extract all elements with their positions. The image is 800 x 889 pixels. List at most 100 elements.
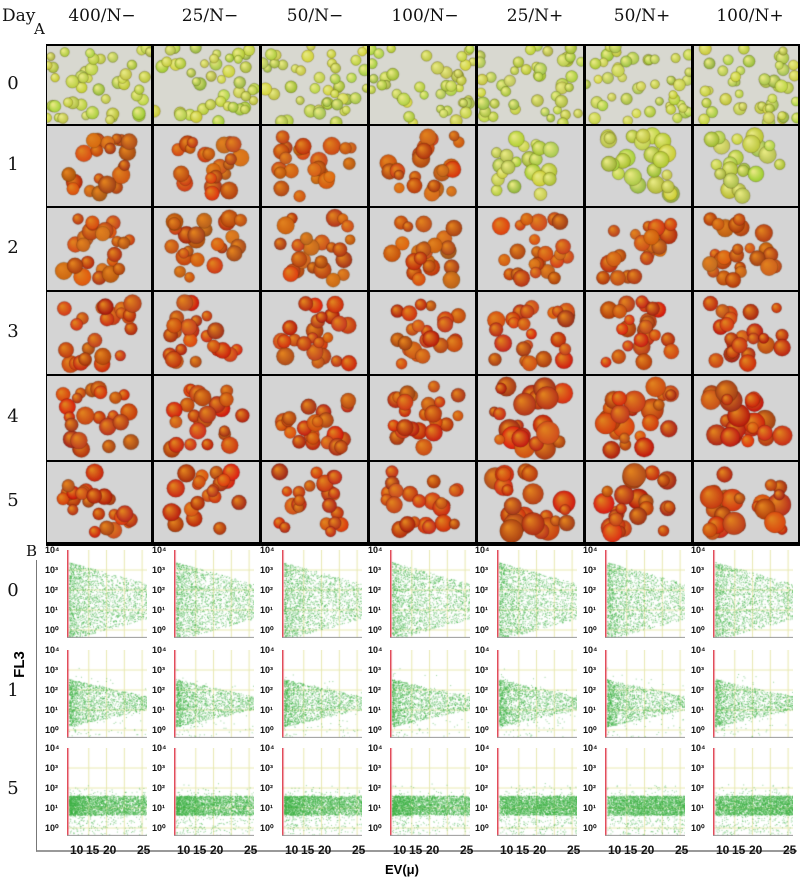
x-tick-label: 25	[675, 843, 689, 857]
y-tick-label: 10¹	[152, 705, 166, 715]
y-tick-label: 10⁴	[260, 743, 275, 753]
day-header: Day	[2, 6, 36, 26]
panel-a-label: A	[34, 20, 45, 38]
scatter-plot	[497, 748, 577, 836]
y-tick-label: 10²	[583, 685, 597, 695]
row-label-day: 2	[7, 237, 19, 258]
scatter-plot	[390, 748, 470, 836]
scatter-plot	[282, 550, 362, 638]
y-tick-label: 10³	[368, 565, 382, 575]
micrograph	[370, 208, 475, 290]
y-tick-label: 10¹	[45, 705, 59, 715]
y-tick-label: 10⁴	[475, 545, 490, 555]
y-tick-label: 10¹	[691, 803, 705, 813]
x-tick-label: 20	[749, 843, 763, 857]
micrograph	[370, 462, 475, 542]
micrograph	[586, 462, 691, 542]
y-tick-label: 10¹	[368, 705, 382, 715]
y-tick-label: 10¹	[368, 803, 382, 813]
scatter-plot	[605, 550, 685, 638]
y-tick-label: 10³	[45, 565, 59, 575]
y-tick-label: 10³	[475, 565, 489, 575]
micrograph	[694, 376, 798, 460]
y-tick-label: 10²	[45, 685, 59, 695]
y-tick-label: 10⁰	[475, 625, 489, 635]
y-tick-label: 10²	[45, 783, 59, 793]
row-label-day: 1	[7, 154, 19, 175]
micrograph	[370, 126, 475, 206]
y-tick-label: 10³	[45, 763, 59, 773]
y-tick-label: 10¹	[475, 803, 489, 813]
micrograph	[694, 46, 798, 124]
y-tick-label: 10¹	[475, 705, 489, 715]
y-tick-label: 10⁴	[691, 545, 706, 555]
y-tick-label: 10⁰	[152, 625, 166, 635]
micrograph	[694, 208, 798, 290]
x-tick-label: 25	[244, 843, 258, 857]
y-tick-label: 10²	[475, 685, 489, 695]
y-tick-label: 10⁴	[583, 645, 598, 655]
panel-b-label: B	[26, 542, 38, 560]
y-tick-label: 10³	[583, 665, 597, 675]
y-tick-label: 10¹	[260, 605, 274, 615]
y-tick-label: 10⁰	[152, 725, 166, 735]
y-tick-label: 10⁴	[260, 545, 275, 555]
y-tick-label: 10¹	[45, 605, 59, 615]
panel-b-frame	[36, 560, 797, 852]
y-tick-label: 10²	[260, 685, 274, 695]
x-tick-label: 15	[732, 843, 746, 857]
row-label-day: 3	[7, 321, 19, 342]
micrograph	[262, 46, 367, 124]
y-tick-label: 10²	[368, 585, 382, 595]
micrograph	[47, 462, 151, 542]
scatter-plot	[282, 748, 362, 836]
y-tick-label: 10²	[152, 685, 166, 695]
micrograph	[154, 208, 259, 290]
y-tick-label: 10⁰	[368, 823, 382, 833]
micrograph	[478, 126, 583, 206]
y-tick-label: 10⁰	[475, 725, 489, 735]
y-tick-label: 10²	[691, 685, 705, 695]
y-tick-label: 10²	[475, 783, 489, 793]
y-tick-label: 10²	[368, 783, 382, 793]
scatter-plot	[174, 650, 254, 738]
y-tick-label: 10³	[260, 763, 274, 773]
scatter-plot	[713, 650, 793, 738]
scatter-plot	[67, 650, 147, 738]
y-tick-label: 10¹	[152, 605, 166, 615]
x-tick-label: 15	[301, 843, 315, 857]
x-tick-label: 25	[567, 843, 581, 857]
y-tick-label: 10²	[152, 585, 166, 595]
micrograph	[262, 292, 367, 374]
y-tick-label: 10⁴	[152, 645, 167, 655]
row-label-day: 0	[7, 73, 19, 94]
y-tick-label: 10⁴	[368, 545, 383, 555]
micrograph	[478, 376, 583, 460]
micrograph	[154, 126, 259, 206]
column-header: 50/N+	[613, 6, 671, 26]
y-tick-label: 10⁴	[152, 545, 167, 555]
y-tick-label: 10⁴	[475, 645, 490, 655]
column-header: 50/N−	[286, 6, 344, 26]
y-tick-label: 10⁴	[152, 743, 167, 753]
x-tick-label: 20	[318, 843, 332, 857]
y-tick-label: 10¹	[691, 705, 705, 715]
x-tick-label: 10	[500, 843, 514, 857]
x-tick-label: 25	[783, 843, 797, 857]
y-tick-label: 10³	[691, 565, 705, 575]
micrograph	[47, 376, 151, 460]
column-header: 25/N−	[181, 6, 239, 26]
x-tick-label: 10	[177, 843, 191, 857]
y-tick-label: 10²	[475, 585, 489, 595]
y-tick-label: 10⁴	[583, 743, 598, 753]
x-tick-label: 20	[641, 843, 655, 857]
micrograph	[694, 462, 798, 542]
y-tick-label: 10³	[583, 763, 597, 773]
y-tick-label: 10⁴	[368, 743, 383, 753]
scatter-plot	[174, 550, 254, 638]
micrograph	[47, 46, 151, 124]
x-tick-label: 25	[352, 843, 366, 857]
row-label-day: 1	[7, 680, 19, 701]
micrograph	[586, 292, 691, 374]
